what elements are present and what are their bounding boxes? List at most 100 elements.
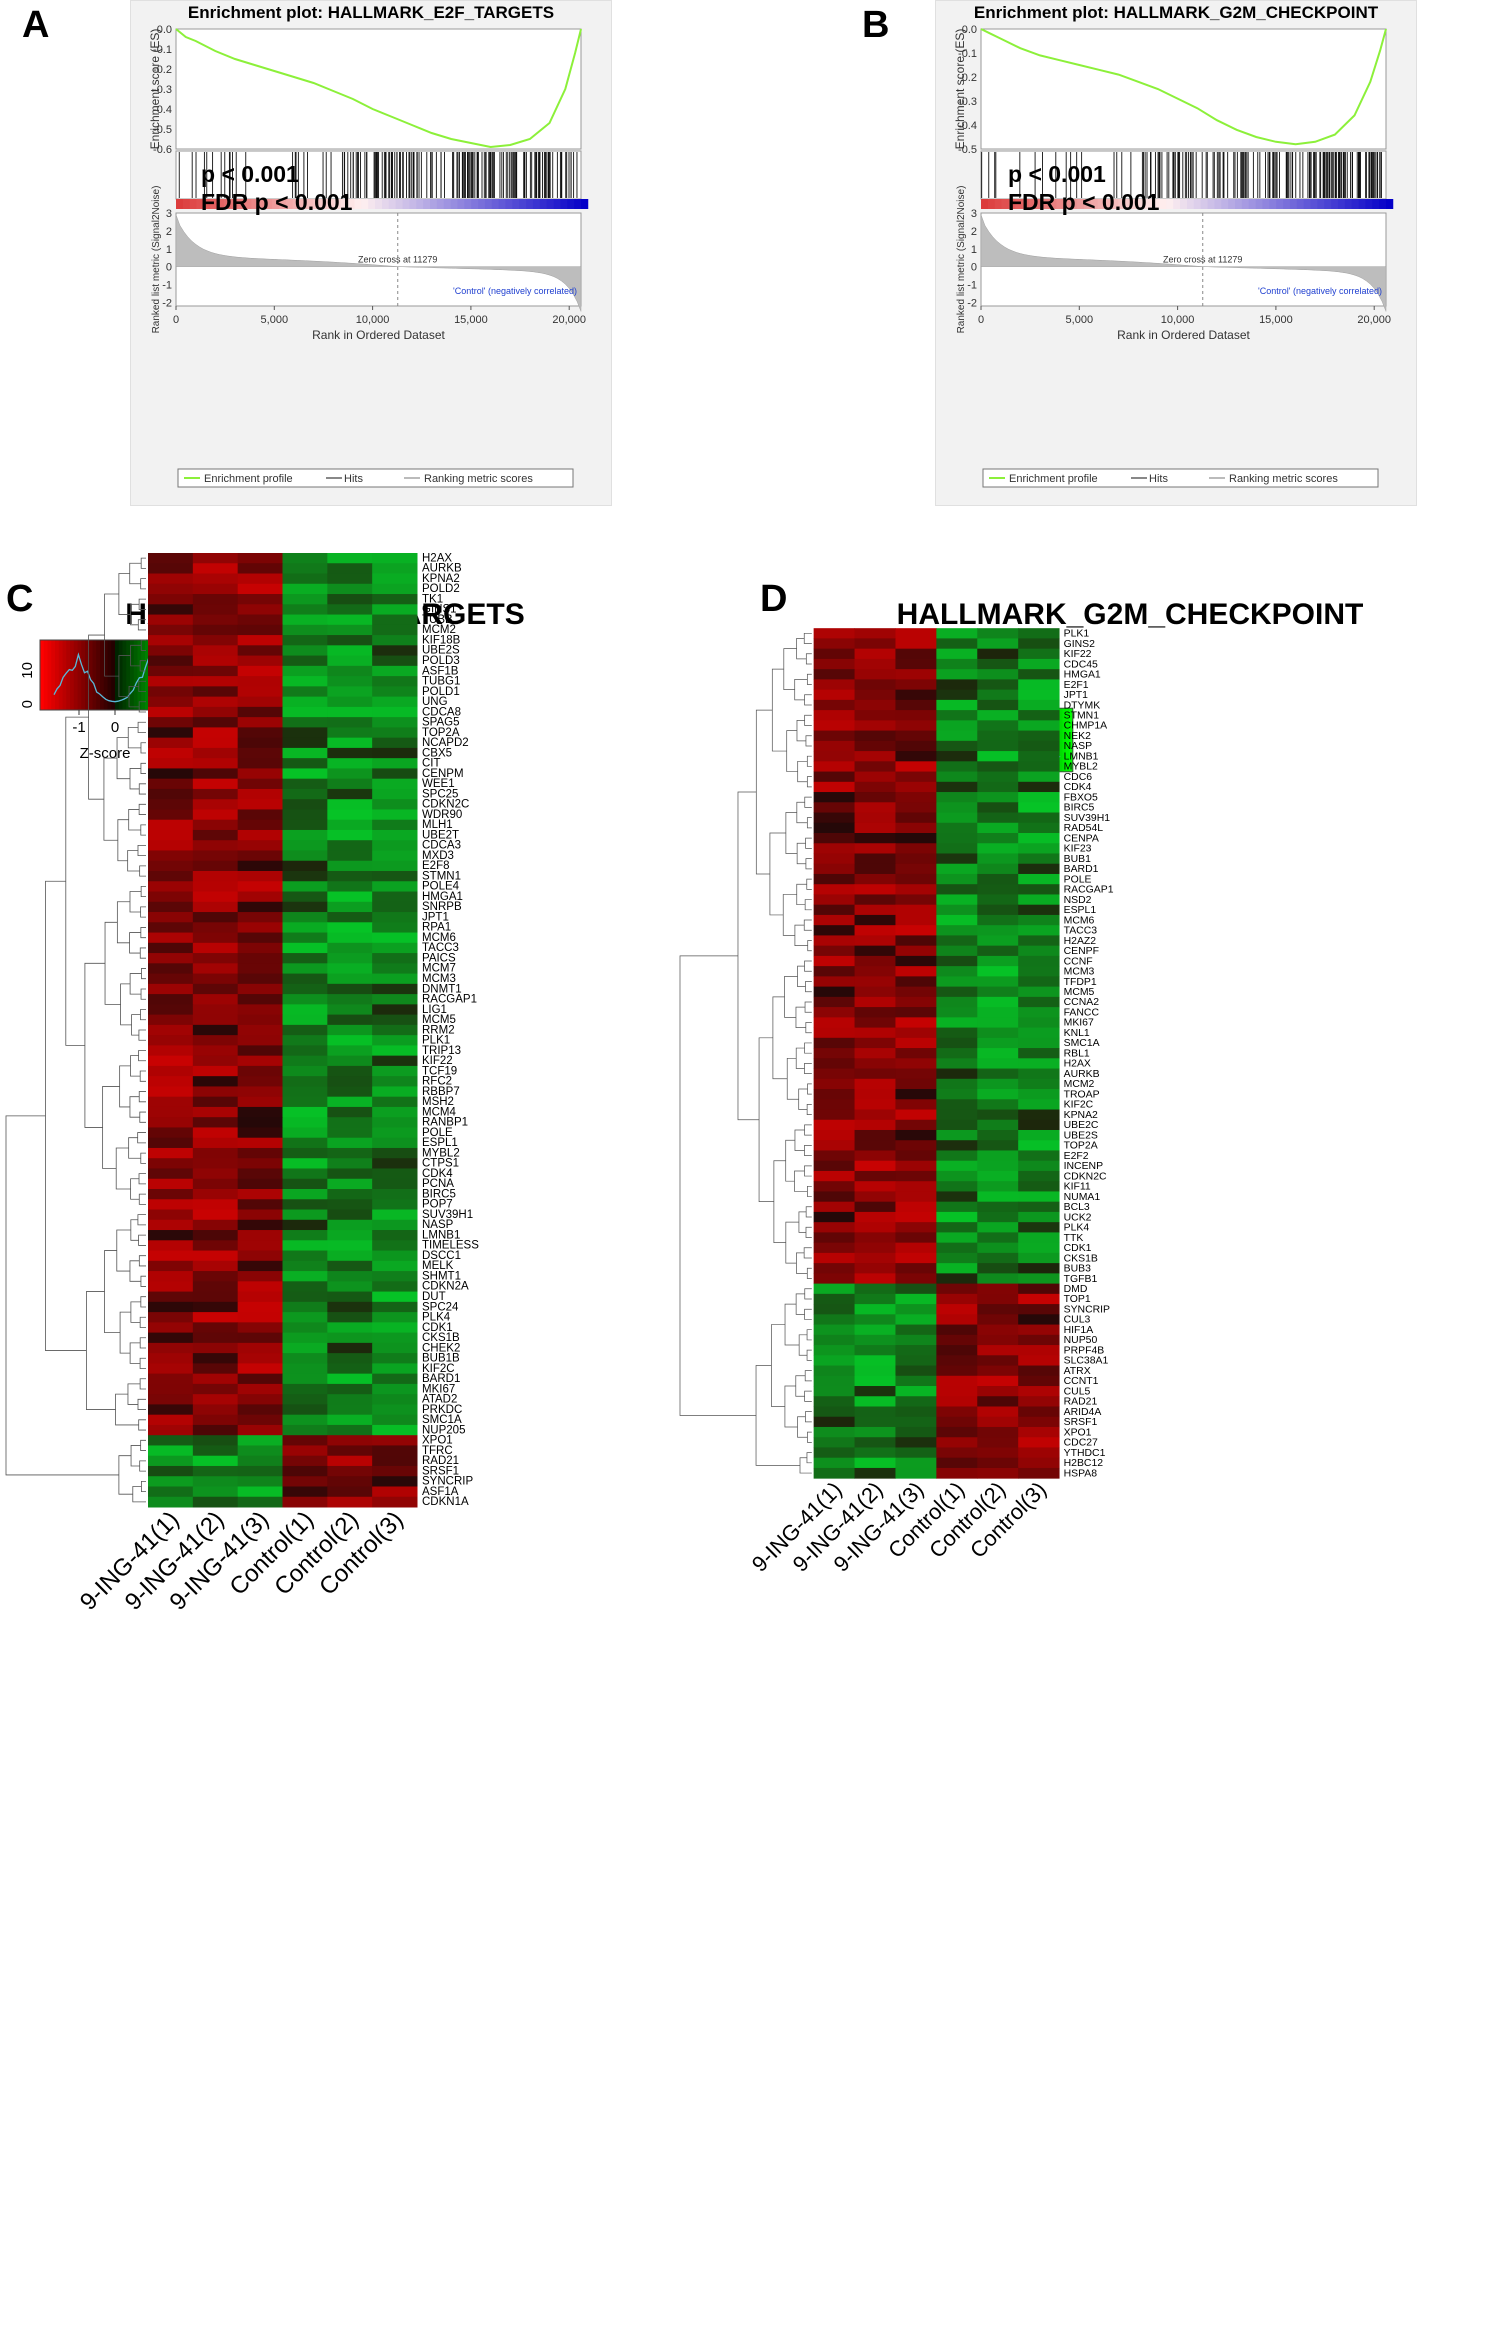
x-tick-label: 5,000	[1066, 314, 1094, 326]
gene-label: TOP2A	[422, 727, 460, 739]
es-axis-label: Enrichment score (ES)	[953, 29, 967, 150]
heatmap-cell	[854, 679, 896, 691]
heatmap-cell	[148, 1065, 194, 1077]
heatmap-cell	[813, 1314, 855, 1326]
negative-correlation-label: 'Control' (negatively correlated)	[453, 286, 577, 296]
x-tick-label: 0	[173, 314, 179, 326]
heatmap-cell	[895, 1345, 937, 1356]
heatmap-cell	[977, 1068, 1019, 1080]
heatmap-cell	[854, 669, 896, 680]
heatmap-cell	[895, 1129, 937, 1141]
heatmap-cell	[977, 730, 1019, 742]
heatmap-cell	[192, 1291, 239, 1303]
dendrogram-branch	[140, 906, 146, 918]
heatmap-cell	[327, 1291, 373, 1303]
heatmap-cell	[813, 699, 855, 711]
heatmap-cell	[327, 1301, 373, 1313]
heatmap-cell	[237, 1127, 283, 1139]
heatmap-cell	[1018, 1386, 1060, 1397]
heatmap-cell	[372, 994, 418, 1005]
rank-gradient-segment	[560, 199, 568, 209]
heatmap-cell	[936, 1211, 978, 1223]
heatmap-cell	[936, 986, 978, 998]
heatmap-cell	[372, 1404, 418, 1416]
heatmap-cell	[237, 1465, 283, 1477]
heatmap-cell	[1018, 955, 1060, 967]
gene-label: KIF22	[1064, 649, 1092, 660]
heatmap-cell	[282, 594, 328, 605]
heatmap-cell	[1018, 1467, 1060, 1479]
heatmap-cell	[895, 740, 937, 752]
heatmap-cell	[813, 720, 855, 732]
heatmap-cell	[327, 1250, 373, 1262]
gene-label: POLD2	[422, 583, 460, 595]
heatmap-cell	[854, 1406, 896, 1418]
heatmap-cell	[936, 1375, 978, 1387]
heatmap-title-g2m: HALLMARK_G2M_CHECKPOINT	[896, 598, 1364, 631]
heatmap-cell	[148, 604, 194, 616]
gene-label: E2F1	[1064, 680, 1089, 691]
heatmap-cell	[977, 1345, 1019, 1356]
rank-gradient-segment	[237, 199, 246, 209]
heatmap-cell	[936, 1396, 978, 1407]
heatmap-cell	[895, 1263, 937, 1274]
rank-gradient-segment	[1228, 199, 1236, 209]
heatmap-cell	[372, 1465, 418, 1477]
heatmap-cell	[372, 1424, 418, 1436]
gene-label: SPC24	[422, 1301, 459, 1313]
dendrogram-branch	[137, 1398, 146, 1410]
heatmap-cell	[148, 1312, 194, 1323]
heatmap-cell	[192, 1465, 239, 1477]
gene-label: KIF2C	[1064, 1100, 1094, 1111]
dendrogram-branch	[737, 791, 760, 1121]
heatmap-cell	[936, 669, 978, 680]
dendrogram-branch	[804, 1370, 812, 1382]
heatmap-cell	[813, 1089, 855, 1100]
heatmap-cell	[148, 1353, 194, 1364]
enrichment-profile-line	[980, 28, 1387, 146]
heatmap-cell	[854, 822, 896, 834]
heatmap-cell	[148, 758, 194, 769]
gene-label: FBXO5	[1064, 792, 1098, 803]
heatmap-cell	[854, 945, 896, 957]
heatmap-cell	[1018, 771, 1060, 783]
heatmap-cell	[237, 1363, 283, 1375]
legend-item-hits: Hits	[344, 473, 363, 485]
heatmap-cell	[895, 812, 937, 824]
rank-gradient-segment	[265, 199, 273, 209]
rank-tick-label: 0	[166, 262, 172, 274]
heatmap-cell	[854, 1263, 896, 1274]
gene-label: PLK4	[422, 1312, 451, 1324]
heatmap-cell	[327, 665, 373, 677]
heatmap-cell	[372, 1199, 418, 1211]
heatmap-cell	[148, 1189, 194, 1200]
gene-label: BUB1B	[422, 1353, 460, 1365]
dendrogram-branch	[806, 673, 812, 685]
heatmap-cell	[327, 881, 373, 893]
heatmap-cell	[372, 901, 418, 913]
rank-tick-label: -2	[162, 297, 172, 309]
gene-label: KIF22	[422, 1055, 453, 1067]
heatmap-cell	[372, 1445, 418, 1457]
heatmap-cell	[854, 986, 896, 998]
heatmap-cell	[1018, 679, 1060, 691]
dendrogram-branch	[137, 844, 146, 857]
rank-gradient-segment	[1001, 199, 1009, 209]
panel-label-b: B	[862, 4, 890, 46]
gene-label: NASP	[1064, 741, 1092, 752]
legend-box	[177, 468, 574, 488]
heatmap-cell	[977, 761, 1019, 773]
heatmap-cell	[895, 1232, 937, 1244]
dendrogram-branch	[140, 762, 146, 774]
heatmap-cell	[237, 1158, 283, 1169]
panel-label-a: A	[22, 4, 50, 46]
heatmap-cell	[977, 1150, 1019, 1162]
heatmap-cell	[372, 1260, 418, 1272]
heatmap-cell	[813, 669, 855, 680]
ranking-metric-area	[980, 214, 1387, 312]
heatmap-cell	[854, 1109, 896, 1121]
gene-label: RAD54L	[1064, 823, 1104, 834]
heatmap-cell	[813, 904, 855, 916]
heatmap-cell	[372, 809, 418, 821]
heatmap-cell	[327, 1106, 373, 1118]
